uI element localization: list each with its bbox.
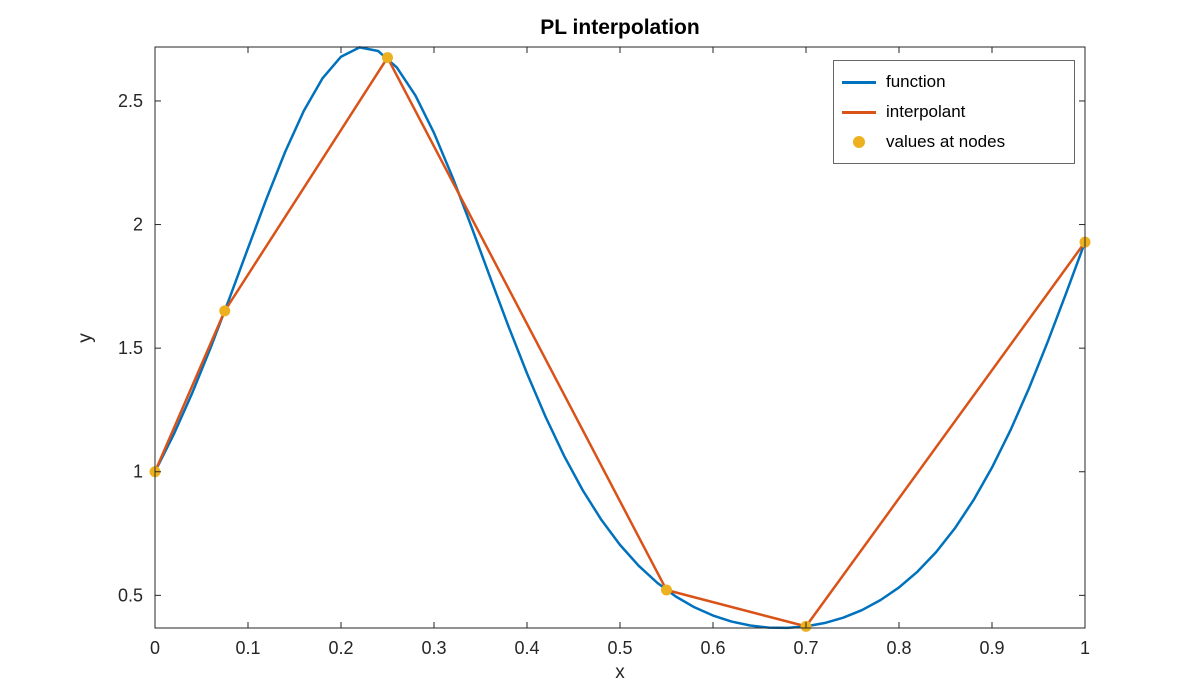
legend-item-function: function [842, 67, 1066, 97]
legend-label-interpolant: interpolant [886, 102, 966, 121]
x-tick-label: 0 [150, 638, 160, 658]
x-tick-label: 0.6 [700, 638, 725, 658]
x-tick-label: 0.4 [514, 638, 539, 658]
x-tick-label: 0.8 [886, 638, 911, 658]
legend-label-function: function [886, 72, 946, 91]
x-tick-label: 0.1 [235, 638, 260, 658]
x-axis-label: x [615, 662, 625, 683]
series-interpolant [153, 56, 1087, 628]
x-tick-label: 0.3 [421, 638, 446, 658]
legend-line-sample-function [842, 80, 876, 84]
y-tick-label: 2 [133, 215, 143, 235]
x-tick-label: 0.2 [328, 638, 353, 658]
node-marker [382, 52, 393, 64]
legend: function interpolant values at nodes [833, 60, 1075, 164]
y-tick-label: 1 [133, 462, 143, 482]
legend-line-sample-interpolant [842, 110, 876, 114]
legend-label-values-at-nodes: values at nodes [886, 132, 1006, 151]
legend-item-interpolant: interpolant [842, 97, 1066, 127]
y-tick-label: 2.5 [118, 91, 143, 111]
y-tick-label: 0.5 [118, 585, 143, 605]
node-marker [219, 305, 231, 317]
y-tick-label: 1.5 [118, 338, 143, 358]
legend-marker-sample-values-at-nodes [853, 136, 865, 148]
x-tick-label: 0.9 [979, 638, 1004, 658]
chart-title: PL interpolation [540, 16, 700, 39]
x-tick-label: 1 [1080, 638, 1090, 658]
x-tick-label: 0.5 [607, 638, 632, 658]
y-axis-label: y [75, 333, 96, 343]
x-tick-label: 0.7 [793, 638, 818, 658]
legend-item-values-at-nodes: values at nodes [842, 127, 1066, 157]
node-marker [661, 584, 672, 596]
series-function [153, 46, 1087, 630]
